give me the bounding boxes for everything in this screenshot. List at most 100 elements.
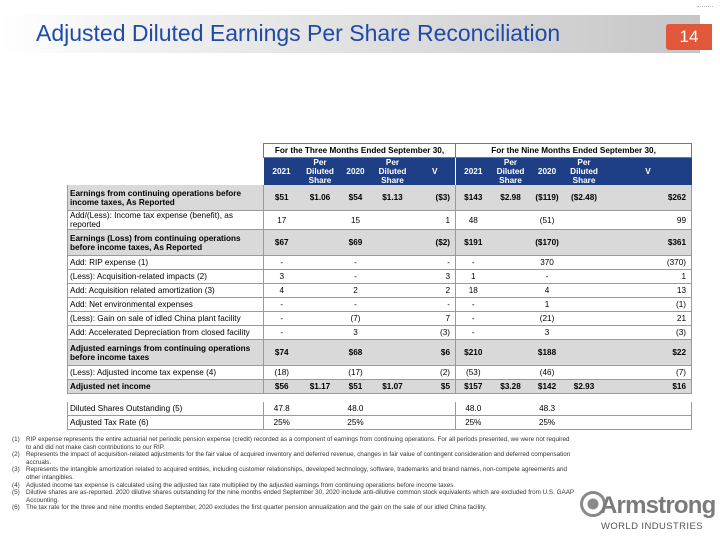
table-row: Adjusted earnings from continuing operat…	[67, 339, 693, 366]
table-cell: (3)	[604, 325, 693, 340]
column-header: Per Diluted Share	[299, 157, 341, 185]
table-cell: (370)	[604, 255, 693, 270]
table-cell	[563, 365, 605, 380]
corner-mark	[697, 6, 713, 11]
table-cell: 25%	[340, 415, 371, 430]
row-label: Adjusted earnings from continuing operat…	[67, 339, 264, 366]
table-cell: $68	[340, 339, 371, 366]
table-cell	[490, 402, 531, 416]
table-row: Add/(Less): Income tax expense (benefit)…	[67, 210, 693, 230]
table-cell: -	[530, 269, 564, 284]
table-cell: 25%	[455, 415, 491, 430]
table-cell	[299, 339, 341, 366]
column-header: 2021	[455, 157, 491, 185]
table-cell: 48.0	[340, 402, 371, 416]
table-cell: -	[263, 311, 300, 326]
table-cell	[299, 210, 341, 230]
column-header: Per Diluted Share	[563, 157, 605, 185]
table-cell: 25%	[263, 415, 300, 430]
column-header: Per Diluted Share	[370, 157, 415, 185]
table-row: (Less): Adjusted income tax expense (4)(…	[67, 365, 693, 380]
table-cell: 370	[530, 255, 564, 270]
table-cell: $2.98	[490, 185, 531, 211]
table-cell	[370, 229, 415, 256]
table-cell	[604, 415, 693, 430]
footnote: (5) Dilutive shares are as-reported. 2020…	[12, 489, 575, 504]
table-row: Adjusted net income $56 $1.17 $51 $1.07 $5 $15…	[67, 379, 693, 394]
table-cell: 21	[604, 311, 693, 326]
table-cell: 2	[340, 283, 371, 298]
table-cell: ($119)	[530, 185, 564, 211]
table-cell	[299, 229, 341, 256]
table-cell: $56	[263, 379, 300, 394]
table-cell: 1	[530, 297, 564, 312]
table-cell: 4	[263, 283, 300, 298]
row-label: Add: Accelerated Depreciation from close…	[67, 325, 264, 340]
table-cell	[490, 311, 531, 326]
table-cell	[490, 269, 531, 284]
table-cell: -	[455, 325, 491, 340]
table-cell: (18)	[263, 365, 300, 380]
table-row: Add: Net environmental expenses - - - -1 (1)	[67, 297, 693, 312]
table-row: (Less): Gain on sale of idled China plan…	[67, 311, 693, 326]
table-cell	[490, 365, 531, 380]
table-row: Add: RIP expense (1) - - - -370 (370)	[67, 255, 693, 270]
table-cell: $1.13	[370, 185, 415, 211]
table-cell: -	[414, 297, 456, 312]
table-cell: $210	[455, 339, 491, 366]
group-header-three-months: For the Three Months Ended September 30,	[262, 143, 457, 158]
footnote: (3) Represents the intangible amortizatio…	[12, 466, 575, 481]
table-cell: 48.0	[455, 402, 491, 416]
table-cell: 2	[414, 283, 456, 298]
table-cell: ($2.48)	[563, 185, 605, 211]
table-cell: $54	[340, 185, 371, 211]
table-cell	[414, 402, 456, 416]
column-header: 2020	[530, 157, 564, 185]
table-cell	[563, 339, 605, 366]
column-header: V	[604, 157, 692, 185]
table-cell: -	[340, 297, 371, 312]
table-cell: -	[263, 297, 300, 312]
table-row: Add: Acquisition related amortization (3…	[67, 283, 693, 298]
table-cell	[370, 415, 415, 430]
logo-wordmark: Armstrong	[600, 492, 716, 519]
table-cell	[563, 297, 605, 312]
table-cell: 48.3	[530, 402, 564, 416]
table-cell: ($3)	[414, 185, 456, 211]
table-cell: (51)	[530, 210, 564, 230]
table-cell: $51	[263, 185, 300, 211]
table-row: Add: Accelerated Depreciation from close…	[67, 325, 693, 340]
row-label: Earnings (Loss) from continuing operatio…	[67, 229, 264, 256]
table-cell	[370, 269, 415, 284]
table-cell: 7	[414, 311, 456, 326]
table-cell	[490, 415, 531, 430]
column-header: 2020	[340, 157, 371, 185]
table-cell	[299, 365, 341, 380]
footnote-text: RIP expense represents the entire actuar…	[26, 436, 570, 451]
footnote-number: (5)	[12, 489, 20, 497]
table-cell	[370, 283, 415, 298]
table-cell	[370, 311, 415, 326]
table-cell: $2.93	[563, 379, 605, 394]
footnote: (1) RIP expense represents the entire act…	[12, 436, 575, 451]
table-cell	[299, 255, 341, 270]
table-cell: -	[263, 255, 300, 270]
table-cell	[299, 402, 341, 416]
table-cell	[299, 269, 341, 284]
table-cell: ($2)	[414, 229, 456, 256]
table-cell: 47.8	[263, 402, 300, 416]
group-header-nine-months: For the Nine Months Ended September 30,	[455, 143, 693, 158]
table-cell: 15	[340, 210, 371, 230]
table-cell: $69	[340, 229, 371, 256]
table-cell: $142	[530, 379, 564, 394]
table-row: Earnings (Loss) from continuing operatio…	[67, 229, 693, 256]
footnote-number: (4)	[12, 481, 20, 489]
footnote-number: (2)	[12, 451, 20, 459]
table-cell	[490, 297, 531, 312]
table-cell	[490, 210, 531, 230]
table-row: (Less): Acquisition-related impacts (2) 3…	[67, 269, 693, 284]
table-cell: 13	[604, 283, 693, 298]
table-cell: $157	[455, 379, 491, 394]
table-cell: 99	[604, 210, 693, 230]
table-cell: -	[340, 255, 371, 270]
